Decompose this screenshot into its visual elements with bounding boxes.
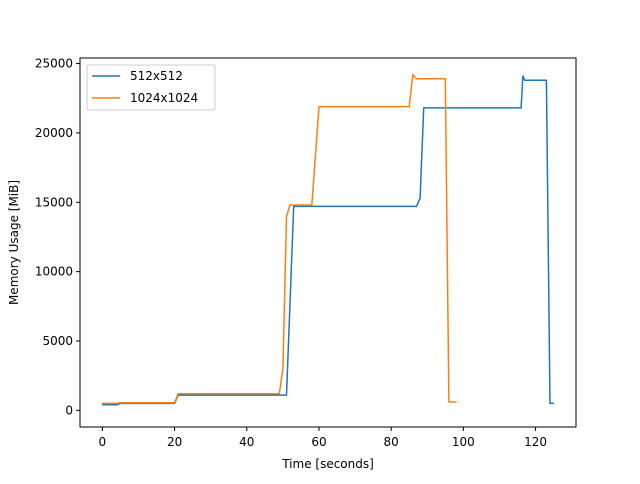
x-tick-label: 20 [167,435,182,449]
plot-area-frame [79,57,577,428]
data-point [246,393,248,395]
data-point [525,79,528,81]
data-point [535,79,537,81]
x-axis-label: Time [seconds] [281,457,374,471]
data-point [116,402,118,404]
x-tick-label: 80 [384,435,399,449]
data-point [119,402,121,404]
legend-label-512: 512x512 [130,69,183,83]
data-point [293,204,295,206]
legend: 512x512 1024x1024 [86,64,216,111]
data-point [419,197,421,199]
data-point [285,215,288,217]
data-point [282,394,284,396]
y-axis-ticks: 0 5000 10000 15000 20000 25000 [35,57,80,417]
data-point [101,402,103,404]
x-tick-label: 0 [99,435,107,449]
data-point [174,402,176,404]
data-point [412,74,414,76]
data-point [423,107,425,109]
data-point [531,79,533,81]
data-point [520,107,522,109]
data-point [278,393,280,395]
y-tick-label: 25000 [35,57,73,71]
data-point [289,204,291,206]
series-1024x1024 [101,73,457,405]
legend-label-1024: 1024x1024 [130,91,198,105]
data-point [527,79,529,81]
data-point [522,75,524,77]
y-tick-label: 5000 [42,334,73,348]
data-point [177,393,179,395]
data-point [451,401,454,403]
y-tick-label: 15000 [35,195,73,209]
data-point [249,394,251,396]
data-point [318,106,320,108]
x-tick-label: 100 [452,435,475,449]
x-axis-ticks: 0 20 40 60 80 100 120 [99,427,547,449]
series-line-1024x1024 [102,73,457,405]
series-512x512 [101,75,555,406]
series-line-512x512 [102,75,554,406]
data-point [524,79,526,81]
data-point [116,404,118,406]
series-layer [101,73,555,406]
data-point [311,204,313,206]
data-point [415,78,417,80]
x-tick-label: 60 [311,435,326,449]
x-tick-label: 120 [524,435,547,449]
data-point [285,394,288,396]
data-point [549,402,551,404]
data-point [448,401,450,403]
data-point [455,401,457,403]
y-tick-label: 20000 [35,126,73,140]
data-point [553,402,555,404]
x-tick-label: 40 [239,435,254,449]
data-point [551,402,553,404]
data-point [246,394,248,396]
data-point [101,404,103,406]
data-point [545,79,548,81]
y-axis-label: Memory Usage [MiB] [7,180,21,305]
data-point [444,78,446,80]
data-point [284,394,286,396]
data-point [415,205,417,207]
y-tick-label: 0 [65,403,73,417]
data-point [282,368,284,370]
data-point [408,106,410,108]
y-tick-label: 10000 [35,265,73,279]
data-point [293,205,295,207]
